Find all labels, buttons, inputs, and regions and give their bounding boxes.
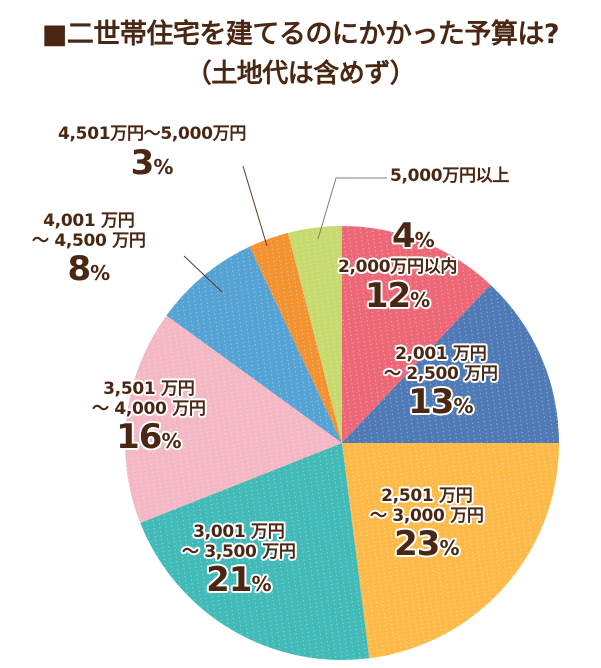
leader-line-4501-5000: [242, 165, 268, 247]
pie-slice-texture: [166, 246, 342, 443]
leader-line-over-5000: [317, 177, 387, 240]
label-3001-3500: 3,001 万円 ～ 3,500 万円 21%: [182, 522, 296, 601]
chart-subtitle: （土地代は含めず）: [185, 59, 416, 89]
pie-slice-texture: [342, 443, 559, 659]
label-over-5000-range: 5,000万円以上: [390, 166, 510, 186]
pie-slice-texture: [342, 226, 491, 443]
label-under-2000: 2,000万円以内 12%: [338, 257, 458, 316]
label-over-5000-pct: 4%: [392, 216, 435, 256]
label-3501-4000: 3,501 万円 ～ 4,000 万円 16%: [92, 379, 206, 458]
leader-line-4001-4500: [183, 255, 223, 293]
label-4001-4500: 4,001 万円 ～ 4,500 万円 8%: [32, 211, 146, 290]
pie-slice-texture: [124, 315, 342, 523]
pie-slices: [124, 226, 559, 660]
pie-slice-texture: [249, 232, 342, 443]
chart-title: ■二世帯住宅を建てるのにかかった予算は?: [41, 19, 560, 50]
pie-slice-texture: [140, 443, 370, 660]
label-4501-5000: 4,501万円～5,000万円 3%: [58, 124, 247, 183]
pie-slice-texture: [288, 226, 342, 443]
label-2501-3000: 2,501 万円 ～ 3,000 万円 23%: [370, 486, 484, 565]
pie-slice-texture: [342, 284, 559, 443]
label-2001-2500: 2,001 万円 ～ 2,500 万円 13%: [384, 344, 498, 423]
